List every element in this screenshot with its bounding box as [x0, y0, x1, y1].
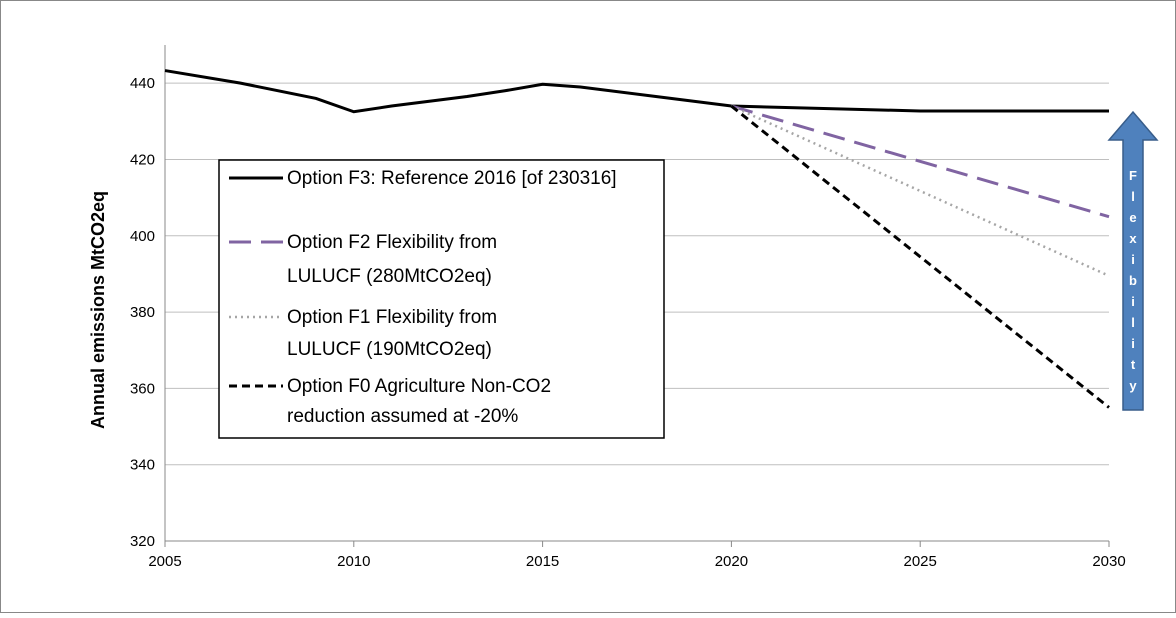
annotation-letter: x — [1129, 231, 1137, 246]
annotation-letter: l — [1131, 315, 1135, 330]
legend-label: Option F2 Flexibility from LULUCF (280MtC… — [287, 232, 497, 287]
legend-line: LULUCF (280MtCO2eq) — [287, 266, 492, 287]
legend-label: Option F3: Reference 2016 [of 230316] — [287, 168, 617, 189]
legend-line: LULUCF (190MtCO2eq) — [287, 339, 492, 360]
annotation-letter: i — [1131, 252, 1135, 267]
annotation-letter: b — [1129, 273, 1137, 288]
legend-box — [218, 159, 665, 439]
series-line — [730, 104, 1110, 409]
x-tick-label: 2030 — [1092, 553, 1125, 570]
series-line — [730, 104, 1110, 219]
legend-line: Option F2 Flexibility from — [287, 232, 497, 253]
x-tick-label: 2005 — [148, 553, 181, 570]
legend-label: Option F0 Agriculture Non-CO2 reduction a… — [287, 376, 551, 427]
legend-line: Option F0 Agriculture Non-CO2 — [287, 376, 551, 397]
annotation-letter: F — [1129, 168, 1137, 183]
legend-label: Option F1 Flexibility from LULUCF (190MtC… — [287, 307, 497, 360]
x-tick-label: 2010 — [337, 553, 370, 570]
annotation-letter: y — [1129, 378, 1137, 393]
x-tick-label: 2015 — [526, 553, 559, 570]
series-line — [164, 69, 1109, 114]
annotation-letter: i — [1131, 294, 1135, 309]
annotation-letter: e — [1129, 210, 1136, 225]
y-tick-label: 340 — [130, 457, 155, 474]
legend-line: Option F1 Flexibility from — [287, 307, 497, 328]
annotation-letter: i — [1131, 336, 1135, 351]
y-tick-label: 320 — [130, 533, 155, 550]
legend-line: reduction assumed at -20% — [287, 406, 518, 427]
x-tick-label: 2025 — [904, 553, 937, 570]
y-tick-label: 400 — [130, 228, 155, 245]
x-tick-label: 2020 — [715, 553, 748, 570]
annotation-letter: l — [1131, 189, 1135, 204]
y-tick-label: 420 — [130, 151, 155, 168]
y-tick-label: 380 — [130, 304, 155, 321]
annotation-letter: t — [1131, 357, 1136, 372]
y-tick-label: 360 — [130, 380, 155, 397]
y-tick-label: 440 — [130, 75, 155, 92]
flexibility-arrow — [1107, 110, 1159, 411]
y-axis-title: Annual emissions MtCO2eq — [88, 191, 108, 429]
